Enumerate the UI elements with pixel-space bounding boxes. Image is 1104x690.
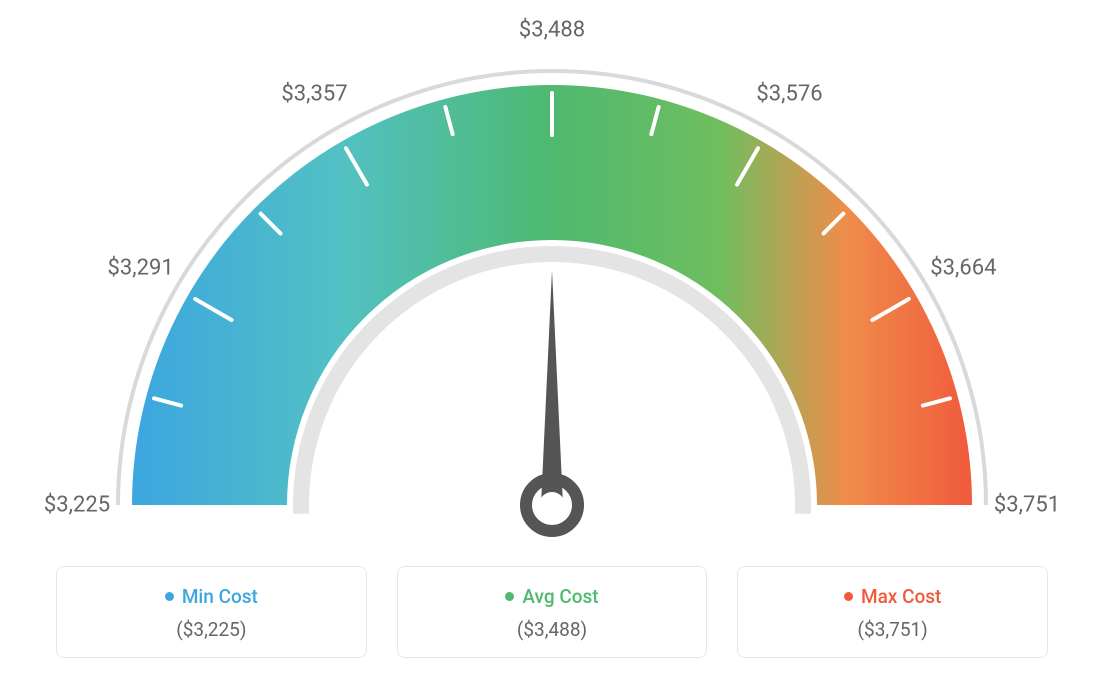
gauge-tick-label: $3,357 <box>281 81 347 106</box>
max-cost-card: Max Cost ($3,751) <box>737 566 1048 658</box>
gauge-chart: $3,225 $3,291 $3,357 $3,488 $3,576 $3,664 $3,7… <box>0 0 1104 540</box>
gauge-tick-label: $3,225 <box>44 493 110 518</box>
max-cost-label-text: Max Cost <box>861 585 941 608</box>
legend-row: Min Cost ($3,225) Avg Cost ($3,488) Max … <box>56 566 1048 658</box>
avg-dot-icon <box>505 592 514 601</box>
gauge-tick-label: $3,488 <box>519 18 585 43</box>
max-cost-value: ($3,751) <box>748 618 1037 641</box>
gauge-tick-label: $3,291 <box>108 255 174 280</box>
max-cost-label: Max Cost <box>844 585 941 608</box>
min-cost-card: Min Cost ($3,225) <box>56 566 367 658</box>
min-dot-icon <box>165 592 174 601</box>
avg-cost-card: Avg Cost ($3,488) <box>397 566 708 658</box>
avg-cost-value: ($3,488) <box>408 618 697 641</box>
min-cost-value: ($3,225) <box>67 618 356 641</box>
min-cost-label: Min Cost <box>165 585 258 608</box>
gauge-tick-label: $3,751 <box>994 493 1060 518</box>
min-cost-label-text: Min Cost <box>182 585 258 608</box>
gauge-tick-label: $3,664 <box>930 255 996 280</box>
chart-wrap: $3,225 $3,291 $3,357 $3,488 $3,576 $3,664 $3,7… <box>0 0 1104 690</box>
avg-cost-label-text: Avg Cost <box>522 585 598 608</box>
avg-cost-label: Avg Cost <box>505 585 598 608</box>
gauge-tick-label: $3,576 <box>756 81 822 106</box>
max-dot-icon <box>844 592 853 601</box>
